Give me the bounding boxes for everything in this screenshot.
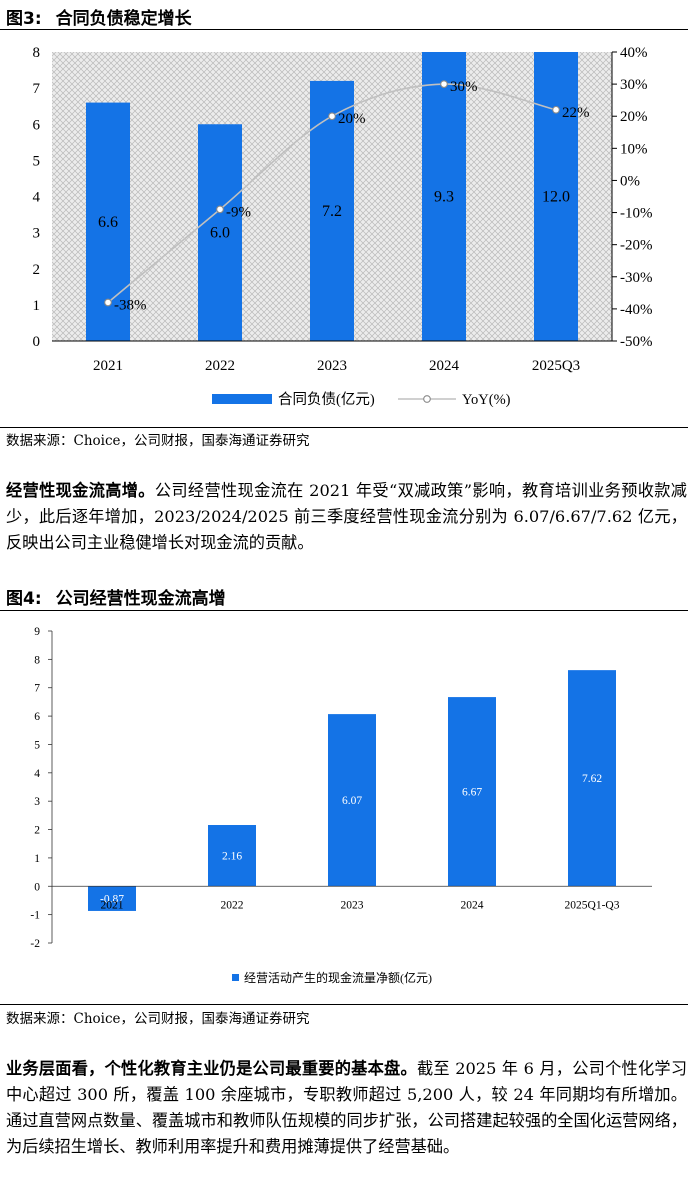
figure3-yoy-point — [440, 80, 448, 88]
figure4-bar — [448, 697, 496, 887]
figure3-y2-tick: -30% — [620, 270, 653, 286]
figure3-yoy-label: 20% — [338, 111, 366, 127]
figure3-y2-tick: 10% — [620, 141, 648, 157]
figure3-top-rule — [0, 29, 688, 30]
figure4-y-tick: 0 — [34, 881, 40, 893]
figure3-y-tick: 0 — [33, 334, 41, 350]
figure3-yoy-label: -38% — [114, 297, 147, 313]
figure3-bar-label: 9.3 — [434, 189, 454, 206]
figure3-x-tick: 2024 — [429, 358, 460, 374]
figure4-bar — [208, 825, 256, 887]
figure4-x-tick: 2021 — [101, 899, 124, 911]
paragraph-cashflow-body: 公司经营性现金流在 2021 年受“双减政策”影响，教育培训业务预收款减少，此后… — [6, 481, 687, 552]
figure4-y-tick: 4 — [34, 768, 40, 780]
figure3-title-text: 合同负债稳定增长 — [55, 9, 192, 29]
figure3-bar — [310, 80, 354, 341]
paragraph-business: 业务层面看，个性化教育主业仍是公司最重要的基本盘。截至 2025 年 6 月，公… — [6, 1056, 687, 1160]
paragraph-business-body: 截至 2025 年 6 月，公司个性化学习中心超过 300 所，覆盖 100 余… — [6, 1059, 688, 1156]
figure4-bar-label: 6.07 — [342, 795, 362, 807]
figure3-y-tick: 7 — [33, 81, 41, 97]
figure4-number: 图4: — [6, 589, 42, 609]
figure4-y-tick: 1 — [34, 853, 40, 865]
figure4-legend-swatch — [232, 974, 239, 981]
figure3-bar — [534, 52, 578, 341]
paragraph-business-lead: 业务层面看，个性化教育主业仍是公司最重要的基本盘。 — [6, 1059, 417, 1078]
figure4-bottom-rule — [0, 1004, 688, 1005]
figure4-x-tick: 2024 — [461, 899, 484, 911]
figure4-y-tick: 5 — [34, 739, 40, 751]
figure4-bar-label: 7.62 — [582, 773, 602, 785]
figure4-x-tick: 2025Q1-Q3 — [565, 899, 620, 911]
figure4-y-tick: 7 — [34, 683, 40, 695]
figure4-bar — [88, 886, 136, 911]
figure3-legend-line-label: YoY(%) — [462, 392, 511, 408]
figure3-y2-tick: -20% — [620, 238, 653, 254]
figure3-yoy-label: -9% — [226, 204, 251, 220]
figure3-y2-tick: 30% — [620, 77, 648, 93]
figure4-title-text: 公司经营性现金流高增 — [55, 589, 226, 609]
figure4-bar — [568, 670, 616, 887]
figure4-chart-svg: -2 -1 0 1 2 3 4 5 6 7 8 9 -0.87 2.16 6.07 6.67 7.62 2021 2… — [30, 626, 652, 985]
figure3-bar-label: 6.0 — [210, 225, 230, 242]
figure3-y-tick: 4 — [33, 190, 41, 206]
figure3-yoy-label: 22% — [562, 105, 590, 121]
figure3-legend-line-marker — [423, 395, 431, 403]
figure3-bar — [198, 124, 242, 341]
figure3-chart-svg: 0 1 2 3 4 5 6 7 8 -50% -40% -30% -20% -10% 0% 10% 20% 30%… — [33, 45, 653, 408]
figure3-bar-label: 6.6 — [98, 214, 118, 231]
figure4-legend-label: 经营活动产生的现金流量净额(亿元) — [244, 970, 432, 985]
figure4-source: 数据来源：Choice，公司财报，国泰海通证券研究 — [6, 1011, 310, 1027]
figure4-bar — [328, 714, 376, 887]
figure3-x-tick: 2023 — [317, 358, 347, 374]
figure3-x-tick: 2025Q3 — [532, 358, 580, 374]
figure3-y-tick: 1 — [33, 298, 41, 314]
figure3-bar — [422, 52, 466, 341]
figure3-y-tick: 3 — [33, 226, 41, 242]
figure3-yoy-point — [104, 298, 112, 307]
figure4-top-rule — [0, 610, 688, 611]
figure4-y-tick: 2 — [34, 825, 40, 837]
figure4-y-tick: 9 — [34, 626, 40, 638]
figure3-bottom-rule — [0, 427, 688, 428]
figure3-yoy-line — [107, 83, 557, 304]
figure4-y-tick: 6 — [34, 711, 40, 723]
figure4-x-tick: 2022 — [221, 899, 244, 911]
figure4-y-tick: -2 — [30, 938, 40, 950]
figure3-x-tick: 2021 — [93, 358, 123, 374]
figure4-bar-label: 2.16 — [222, 851, 242, 863]
figure3-yoy-point — [552, 105, 560, 114]
figure3-y-tick: 8 — [33, 45, 41, 61]
figure3-y2-tick: -50% — [620, 334, 653, 350]
figure3-y-tick: 5 — [33, 153, 41, 169]
figure3-x-tick: 2022 — [205, 358, 235, 374]
figure3-y2-tick: -40% — [620, 302, 653, 318]
figure3-number: 图3: — [6, 9, 42, 29]
figure3-yoy-label: 30% — [450, 79, 478, 95]
figure4-y-tick: 8 — [34, 654, 40, 666]
figure4-x-tick: 2023 — [341, 899, 364, 911]
figure3-y2-tick: 40% — [620, 45, 648, 61]
figure4-y-tick: -1 — [30, 910, 40, 922]
figure4-y-tick: 3 — [34, 796, 40, 808]
paragraph-cashflow-lead: 经营性现金流高增。 — [6, 481, 155, 500]
figure4-bar-label: -0.87 — [100, 894, 124, 906]
figure3-source: 数据来源：Choice，公司财报，国泰海通证券研究 — [6, 433, 310, 449]
figure3-legend-bar-label: 合同负债(亿元) — [278, 391, 375, 408]
figure3-y-tick: 2 — [33, 262, 41, 278]
figure3-yoy-point — [216, 205, 224, 214]
figure4-title: 图4: 公司经营性现金流高增 — [6, 584, 226, 609]
figure3-yoy-point — [328, 112, 336, 121]
figure3-y2-tick: 0% — [620, 173, 640, 189]
paragraph-cashflow: 经营性现金流高增。公司经营性现金流在 2021 年受“双减政策”影响，教育培训业… — [6, 478, 687, 556]
figure3-y2-tick: -10% — [620, 206, 653, 222]
figure3-legend-bar-swatch — [212, 394, 272, 404]
figure3-y2-tick: 20% — [620, 109, 648, 125]
figure3-bar-label: 12.0 — [542, 189, 570, 206]
figure3-bar-label: 7.2 — [322, 203, 342, 220]
figure3-y-tick: 6 — [33, 117, 41, 133]
figure3-bars — [86, 52, 578, 341]
figure3-title: 图3: 合同负债稳定增长 — [6, 4, 192, 29]
figure4-bar-label: 6.67 — [462, 787, 482, 799]
